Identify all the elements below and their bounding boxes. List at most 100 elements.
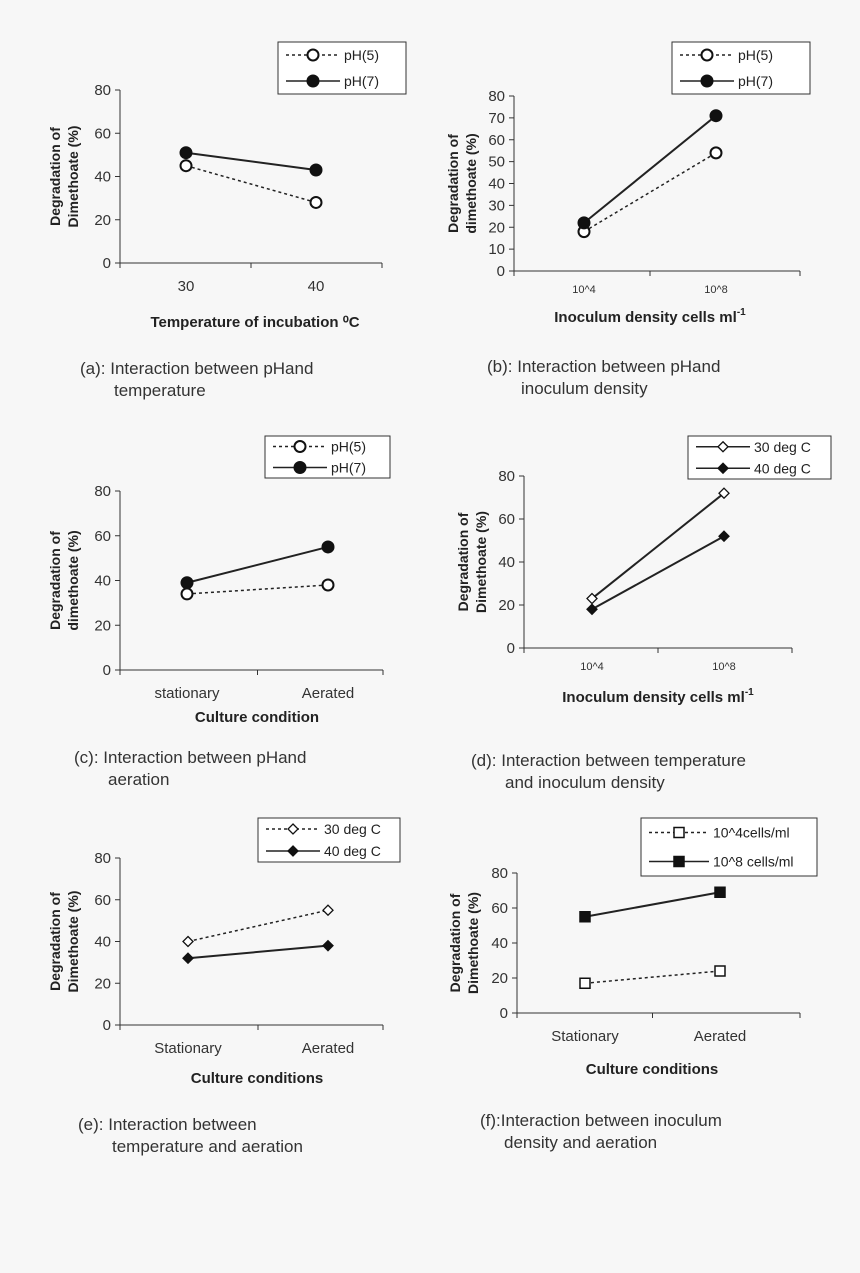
legend-marker — [717, 440, 729, 453]
y-tick-label: 60 — [94, 892, 111, 909]
y-tick-label: 0 — [103, 1017, 111, 1034]
x-tick-label: 10^4 — [572, 284, 596, 296]
y-axis-label: Dimethoate (%) — [65, 126, 81, 228]
x-axis-label: Inoculum density cells ml-1 — [554, 307, 746, 326]
legend-marker — [700, 74, 714, 88]
chart-b: 0 10 20 30 40 50 60 70 80 10^4 10^8 Degradation of d… — [445, 41, 811, 326]
caption-line: density and aeration — [504, 1133, 658, 1152]
data-point — [322, 904, 334, 917]
caption-line: aeration — [108, 770, 170, 789]
y-tick-label: 10 — [488, 241, 505, 258]
x-axis-label-text: Temperature of incubation ⁰C — [150, 314, 359, 331]
y-tick-label: 80 — [94, 82, 111, 99]
legend-marker — [287, 845, 299, 857]
x-axis-label: Culture condition — [195, 709, 319, 726]
y-tick-label: 40 — [94, 573, 111, 590]
legend-marker — [673, 826, 685, 839]
data-point — [579, 911, 591, 923]
x-tick-label: Aerated — [302, 685, 355, 702]
series-line-0 — [584, 970, 721, 984]
data-point — [321, 540, 335, 554]
y-tick-label: 0 — [103, 255, 111, 272]
x-tick-label: 10^8 — [704, 284, 728, 296]
y-axis-label: dimethoate (%) — [463, 133, 479, 233]
series-line-0 — [583, 152, 717, 233]
x-axis-label-text: Culture conditions — [586, 1061, 719, 1078]
y-tick-label: 40 — [94, 934, 111, 951]
x-tick-label: stationary — [154, 685, 220, 702]
data-point — [179, 146, 193, 160]
data-point — [180, 576, 194, 590]
legend-box — [257, 817, 401, 863]
y-tick-label: 70 — [488, 110, 505, 127]
y-tick-label: 80 — [491, 865, 508, 882]
x-axis-label-text: Culture conditions — [191, 1070, 324, 1087]
legend-marker — [293, 461, 307, 474]
series-line-1 — [584, 891, 721, 918]
legend-label: pH(7) — [738, 73, 773, 89]
caption-line: (c): Interaction between pHand — [74, 748, 307, 767]
x-axis-label: Temperature of incubation ⁰C — [150, 314, 359, 331]
y-tick-label: 50 — [488, 154, 505, 171]
y-tick-label: 40 — [498, 554, 515, 571]
series-line-1 — [185, 151, 317, 172]
y-tick-label: 40 — [491, 935, 508, 952]
legend-label: pH(5) — [738, 47, 773, 63]
legend-box — [277, 41, 407, 95]
legend-label: 10^8 cells/ml — [713, 854, 794, 870]
y-tick-label: 80 — [488, 88, 505, 105]
data-point — [709, 146, 723, 160]
y-axis-label: Dimethoate (%) — [465, 892, 481, 994]
caption-line: temperature — [114, 381, 206, 400]
data-point — [322, 939, 334, 952]
caption-f: (f):Interaction between inoculum density … — [480, 1110, 722, 1154]
series-line-1 — [583, 114, 717, 224]
x-axis-label-superscript: -1 — [745, 687, 754, 698]
data-point — [718, 487, 730, 500]
legend-label: pH(5) — [331, 439, 366, 455]
chart-a: 0 20 40 60 80 30 40 Degradation of Dimethoate (%… — [47, 41, 407, 331]
caption-line: and inoculum density — [505, 773, 665, 792]
x-axis-label-superscript: -1 — [737, 307, 746, 318]
x-axis-label: Culture conditions — [586, 1061, 719, 1078]
y-axis-label: Dimethoate (%) — [65, 891, 81, 993]
x-axis-label: Inoculum density cells ml-1 — [562, 687, 754, 706]
y-tick-label: 60 — [491, 900, 508, 917]
data-point — [709, 109, 723, 123]
data-point — [309, 195, 323, 209]
legend-marker — [293, 440, 307, 453]
y-axis-label: Degradation of — [47, 127, 63, 226]
caption-b: (b): Interaction between pHand inoculum d… — [487, 356, 720, 400]
series-line-0 — [186, 584, 329, 595]
x-tick-label: Stationary — [154, 1040, 222, 1057]
data-point — [180, 587, 194, 601]
caption-line: (e): Interaction between — [78, 1115, 257, 1134]
caption-line: (f):Interaction between inoculum — [480, 1111, 722, 1130]
legend-label: 40 deg C — [324, 843, 381, 859]
legend-box — [671, 41, 811, 95]
y-axis-label: Degradation of — [455, 512, 471, 611]
legend-marker — [673, 855, 685, 868]
data-point — [579, 977, 591, 989]
legend-label: pH(5) — [344, 47, 379, 63]
y-tick-label: 0 — [500, 1005, 508, 1022]
caption-d: (d): Interaction between temperature and … — [471, 750, 746, 794]
y-tick-label: 40 — [488, 176, 505, 193]
data-point — [577, 216, 591, 230]
y-tick-label: 40 — [94, 169, 111, 186]
y-tick-label: 20 — [94, 212, 111, 229]
legend-label: 10^4cells/ml — [713, 825, 790, 841]
chart-e: 0 20 40 60 80 Stationary Aerated Degradation of… — [47, 817, 401, 1087]
caption-line: inoculum density — [521, 379, 648, 398]
legend-label: 30 deg C — [324, 821, 381, 837]
caption-a: (a): Interaction between pHand temperatur… — [80, 358, 313, 402]
y-tick-label: 60 — [488, 132, 505, 149]
legend-box — [640, 817, 818, 877]
series-line-0 — [591, 492, 725, 600]
x-axis-label: Culture conditions — [191, 1070, 324, 1087]
series-line-1 — [187, 944, 329, 960]
caption-line: (b): Interaction between pHand — [487, 357, 721, 376]
data-point — [586, 603, 598, 616]
y-axis-label: Degradation of — [447, 893, 463, 992]
